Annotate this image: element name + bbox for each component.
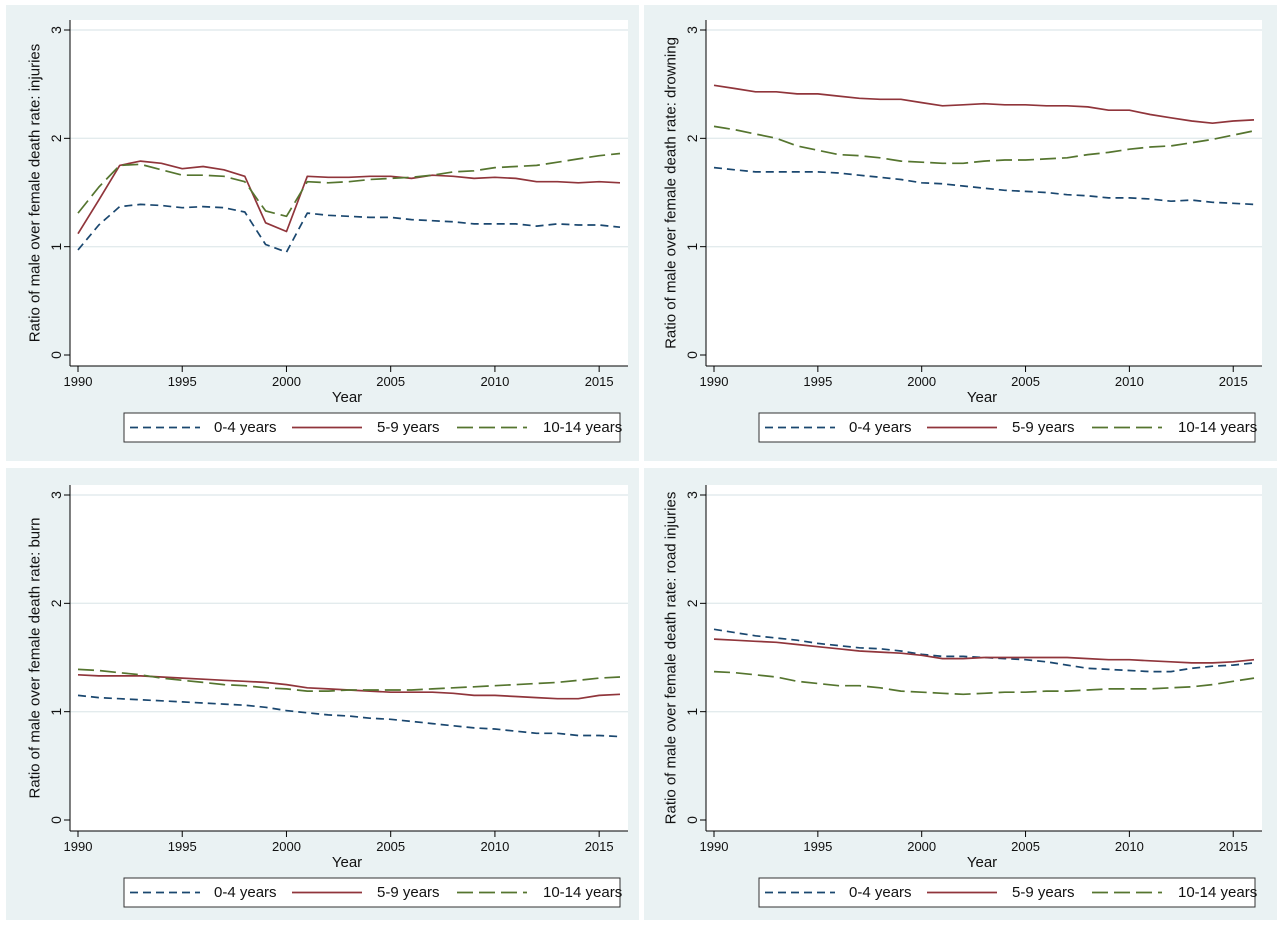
x-tick-label: 2015 [585, 839, 614, 854]
y-axis-label: Ratio of male over female death rate: ro… [663, 492, 680, 825]
chart-panel-1: 0 1 2 3 1990 1995 2000 2005 2010 2015 Year Ratio of… [6, 5, 639, 461]
y-tick-label: 1 [684, 243, 700, 251]
x-tick-label: 2000 [272, 374, 301, 389]
x-tick-label: 2015 [585, 374, 614, 389]
y-tick-label: 0 [684, 816, 700, 824]
y-tick-label: 3 [48, 491, 64, 499]
series-line-5-9-years [77, 160, 621, 235]
y-tick-label: 0 [684, 351, 700, 359]
x-tick-label: 1995 [803, 374, 832, 389]
legend-label: 10-14 years [543, 884, 622, 901]
x-tick-label: 2000 [272, 839, 301, 854]
y-axis-label: Ratio of male over female death rate: dr… [663, 37, 680, 349]
y-axis-label: Ratio of male over female death rate: in… [27, 44, 44, 342]
legend: 0-4 years 5-9 years 10-14 years [123, 877, 622, 908]
x-tick-label: 1990 [64, 839, 93, 854]
series-line-0-4-years [77, 203, 621, 253]
chart-panel-2: 0 1 2 3 1990 1995 2000 2005 2010 2015 Year Ratio of… [644, 5, 1277, 461]
plot-area [70, 485, 628, 831]
legend-label: 10-14 years [1178, 419, 1257, 436]
x-tick-label: 2015 [1219, 374, 1248, 389]
legend-label: 5-9 years [377, 419, 440, 436]
x-tick-label: 1990 [700, 839, 729, 854]
legend-box [123, 877, 621, 908]
chart-panel-3: 0 1 2 3 1990 1995 2000 2005 2010 2015 Year Ratio of… [6, 468, 639, 920]
x-tick-label: 1990 [64, 374, 93, 389]
x-tick-label: 2015 [1219, 839, 1248, 854]
x-tick-label: 2005 [376, 839, 405, 854]
plot-area [70, 20, 628, 366]
x-tick-label: 1995 [168, 839, 197, 854]
x-tick-label: 2010 [480, 374, 509, 389]
legend-label: 0-4 years [849, 419, 912, 436]
series-line-5-9-years [713, 638, 1255, 664]
x-axis-label: Year [967, 389, 997, 406]
plot-area [706, 20, 1262, 366]
legend-label: 5-9 years [377, 884, 440, 901]
legend-label: 5-9 years [1012, 884, 1075, 901]
legend: 0-4 years 5-9 years 10-14 years [758, 412, 1257, 443]
x-tick-label: 2000 [907, 839, 936, 854]
legend-box [123, 412, 621, 443]
x-axis-label: Year [332, 854, 362, 871]
chart-panel-4: 0 1 2 3 1990 1995 2000 2005 2010 2015 Year Ratio of… [644, 468, 1277, 920]
legend: 0-4 years 5-9 years 10-14 years [758, 877, 1257, 908]
legend-label: 10-14 years [543, 419, 622, 436]
x-tick-label: 1995 [803, 839, 832, 854]
y-tick-label: 2 [48, 599, 64, 607]
series-line-10-14-years [713, 670, 1255, 696]
legend-box [758, 877, 1256, 908]
x-tick-label: 2010 [1115, 374, 1144, 389]
x-axis-label: Year [967, 854, 997, 871]
series-line-10-14-years [713, 125, 1255, 165]
x-tick-label: 2010 [1115, 839, 1144, 854]
y-tick-label: 0 [48, 816, 64, 824]
legend-box [758, 412, 1256, 443]
x-tick-label: 2010 [480, 839, 509, 854]
y-tick-label: 3 [684, 491, 700, 499]
x-tick-label: 2005 [1011, 839, 1040, 854]
legend-label: 0-4 years [214, 419, 277, 436]
x-tick-label: 2000 [907, 374, 936, 389]
y-tick-label: 0 [48, 351, 64, 359]
legend-label: 10-14 years [1178, 884, 1257, 901]
y-tick-label: 2 [684, 134, 700, 142]
x-tick-label: 2005 [1011, 374, 1040, 389]
legend: 0-4 years 5-9 years 10-14 years [123, 412, 622, 443]
series-line-5-9-years [713, 84, 1255, 125]
x-tick-label: 1995 [168, 374, 197, 389]
y-tick-label: 3 [684, 26, 700, 34]
y-tick-label: 1 [48, 708, 64, 716]
legend-label: 0-4 years [849, 884, 912, 901]
legend-label: 0-4 years [214, 884, 277, 901]
y-axis-label: Ratio of male over female death rate: bu… [27, 518, 44, 799]
y-tick-label: 1 [48, 243, 64, 251]
x-tick-label: 1990 [700, 374, 729, 389]
y-tick-label: 1 [684, 708, 700, 716]
y-tick-label: 2 [684, 599, 700, 607]
legend-label: 5-9 years [1012, 419, 1075, 436]
y-tick-label: 2 [48, 134, 64, 142]
x-axis-label: Year [332, 389, 362, 406]
series-line-10-14-years [77, 668, 621, 692]
series-line-10-14-years [77, 152, 621, 218]
x-tick-label: 2005 [376, 374, 405, 389]
y-tick-label: 3 [48, 26, 64, 34]
